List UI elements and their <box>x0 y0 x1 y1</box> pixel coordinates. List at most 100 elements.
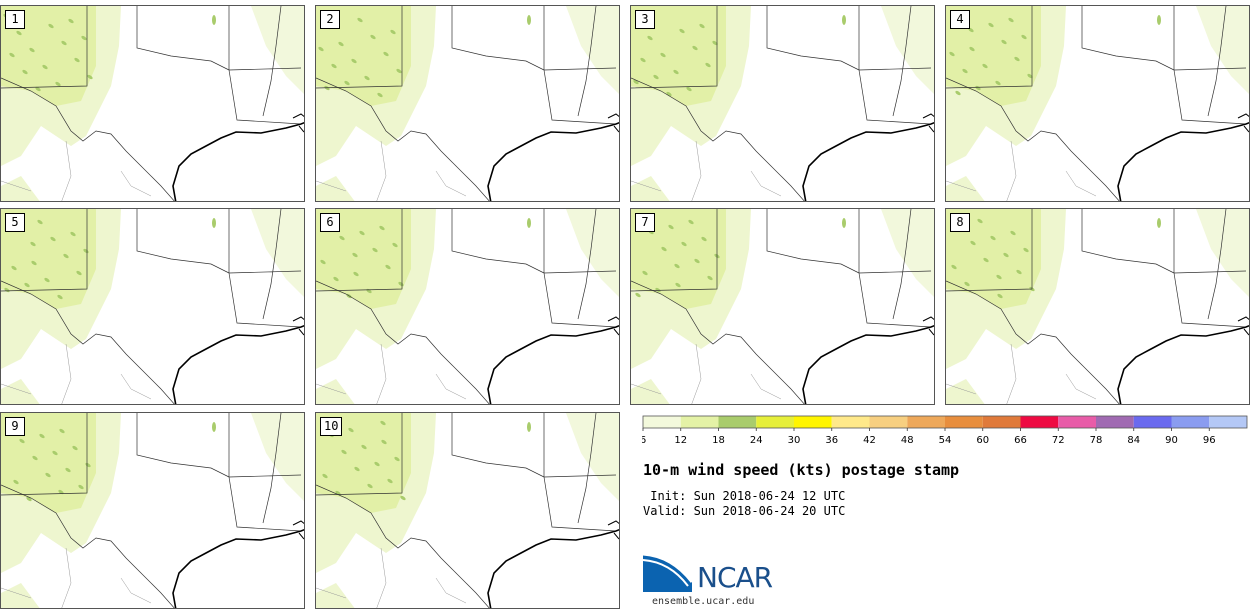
member-panel: 1 <box>0 5 305 202</box>
intl-border <box>316 77 490 201</box>
legend-tick-label: 48 <box>901 435 914 446</box>
legend-tick-label: 18 <box>712 435 725 446</box>
coastline <box>172 324 304 404</box>
state-borders <box>631 6 932 125</box>
legend-tick-label: 6 <box>642 435 646 446</box>
member-panel: 6 <box>315 208 620 405</box>
wind-shade-mid <box>1 6 96 106</box>
coastline <box>1117 121 1249 201</box>
logo-url: ensemble.ucar.edu <box>652 596 755 607</box>
member-label: 1 <box>5 10 25 29</box>
coastline <box>172 121 304 201</box>
coastline <box>487 121 619 201</box>
wind-shade-mid <box>1 413 96 513</box>
panel-map <box>1 209 304 404</box>
state-borders <box>946 6 1247 125</box>
intl-border <box>316 484 490 608</box>
wind-shade-mid <box>316 6 411 106</box>
panel-map <box>1 6 304 201</box>
member-panel: 7 <box>630 208 935 405</box>
coastline <box>1117 324 1249 404</box>
legend-tick-label: 12 <box>674 435 687 446</box>
intl-border <box>631 280 805 404</box>
wind-shade-east <box>1196 6 1249 94</box>
legend-tick-label: 36 <box>825 435 838 446</box>
wind-shade-east <box>881 209 934 297</box>
legend-tick-label: 96 <box>1203 435 1216 446</box>
wind-shade-mid <box>631 6 726 106</box>
wind-streaks <box>949 17 1033 96</box>
panel-map <box>316 413 619 608</box>
legend-swatch <box>869 416 908 428</box>
wind-shade-east <box>1196 209 1249 297</box>
wind-shade-east <box>566 209 619 297</box>
legend-tick-label: 54 <box>939 435 952 446</box>
state-borders <box>316 209 617 328</box>
legend-tick-label: 60 <box>976 435 989 446</box>
panel-map <box>946 209 1249 404</box>
state-borders <box>316 413 617 532</box>
legend-swatch <box>1058 416 1096 428</box>
legend-tick-label: 72 <box>1052 435 1065 446</box>
wind-shade-east <box>566 413 619 501</box>
intl-border <box>631 77 805 201</box>
legend-swatch <box>945 416 983 428</box>
member-panel: 8 <box>945 208 1250 405</box>
state-borders <box>1 209 302 328</box>
coastline <box>487 324 619 404</box>
legend-tick-label: 30 <box>788 435 801 446</box>
member-label: 8 <box>950 213 970 232</box>
intl-border <box>1 77 175 201</box>
member-label: 6 <box>320 213 340 232</box>
intl-border <box>1 280 175 404</box>
plot-title: 10-m wind speed (kts) postage stamp <box>643 461 960 479</box>
state-borders <box>1 413 302 532</box>
coastline <box>172 528 304 608</box>
member-label: 10 <box>320 417 343 436</box>
member-label: 4 <box>950 10 970 29</box>
state-borders <box>1 6 302 125</box>
legend-tick-label: 42 <box>863 435 876 446</box>
member-label: 9 <box>5 417 25 436</box>
member-panel: 4 <box>945 5 1250 202</box>
init-time: Init: Sun 2018-06-24 12 UTC <box>643 489 846 503</box>
intl-border <box>946 280 1120 404</box>
wind-shade-mid <box>631 209 726 309</box>
legend-swatch <box>718 416 757 428</box>
member-label: 7 <box>635 213 655 232</box>
colorbar-legend: 6 12 18 24 30 36 42 48 54 60 66 72 78 84 90 96 <box>642 415 1248 446</box>
member-panel: 10 <box>315 412 620 609</box>
wind-shade-east <box>251 413 304 501</box>
panel-map <box>946 6 1249 201</box>
valid-time: Valid: Sun 2018-06-24 20 UTC <box>643 504 846 518</box>
member-panel: 2 <box>315 5 620 202</box>
legend-swatch <box>1171 416 1210 428</box>
coastline <box>802 324 934 404</box>
legend-swatch <box>1096 416 1134 428</box>
coastline <box>802 121 934 201</box>
panel-map <box>316 6 619 201</box>
legend-swatch <box>794 416 832 428</box>
intl-border <box>946 77 1120 201</box>
wind-shade-mid <box>316 413 411 513</box>
intl-border <box>316 280 490 404</box>
logo-wordmark: NCAR <box>697 561 773 594</box>
legend-swatch <box>982 416 1021 428</box>
member-label: 2 <box>320 10 340 29</box>
wind-streaks <box>951 218 1035 299</box>
member-panel: 5 <box>0 208 305 405</box>
legend-swatch <box>756 416 794 428</box>
legend-swatch <box>1133 416 1172 428</box>
legend-tick-label: 78 <box>1090 435 1103 446</box>
legend-swatch <box>907 416 945 428</box>
wind-shade-mid <box>316 209 411 309</box>
panel-map <box>316 209 619 404</box>
wind-shade-east <box>566 6 619 94</box>
legend-tick-label: 66 <box>1014 435 1027 446</box>
legend-swatch <box>831 416 870 428</box>
legend-swatch <box>1020 416 1059 428</box>
intl-border <box>1 484 175 608</box>
wind-shade-mid <box>946 209 1041 309</box>
member-panel: 9 <box>0 412 305 609</box>
legend-swatch <box>680 416 719 428</box>
